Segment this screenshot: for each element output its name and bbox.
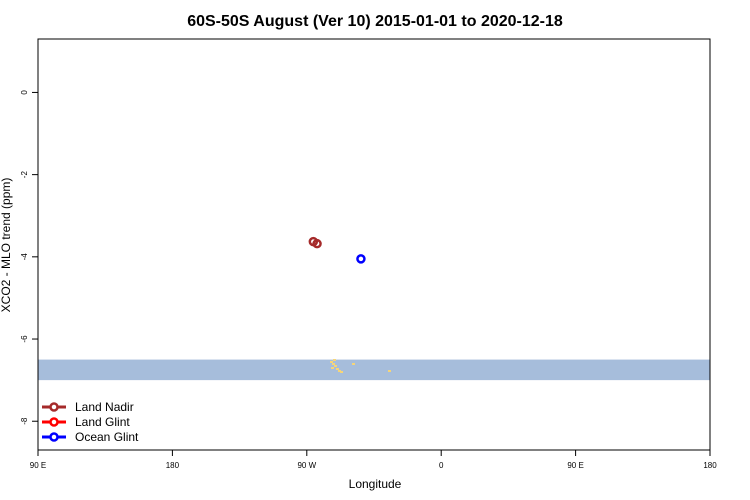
land-speck [338, 370, 341, 372]
ocean-band [38, 359, 710, 381]
land-speck [340, 371, 343, 373]
chart-title: 60S-50S August (Ver 10) 2015-01-01 to 20… [187, 13, 563, 30]
y-axis: 0 -2 -4 -6 -8 [20, 90, 38, 425]
land-speck [333, 359, 336, 361]
x-tick-label: 90 E [30, 461, 46, 470]
land-speck [336, 368, 339, 370]
x-axis: 90 E 180 90 W 0 90 E 180 [30, 450, 717, 470]
land-speck [330, 361, 333, 363]
land-speck [331, 367, 334, 369]
y-axis-label: XCO2 - MLO trend (ppm) [0, 178, 13, 313]
plot-frame [37, 38, 711, 451]
x-axis-label: Longitude [349, 477, 402, 491]
x-tick-label: 90 E [567, 461, 583, 470]
legend-label: Ocean Glint [75, 430, 139, 444]
data-points [308, 236, 366, 264]
x-tick-label: 90 W [297, 461, 316, 470]
legend-marker [49, 402, 59, 412]
legend-label: Land Nadir [75, 400, 134, 414]
y-tick-label: -2 [20, 171, 29, 179]
land-speck [332, 363, 335, 365]
map-band [38, 359, 710, 381]
legend-label: Land Glint [75, 415, 130, 429]
legend-marker [49, 432, 59, 442]
x-tick-label: 180 [166, 461, 180, 470]
x-tick-label: 0 [439, 461, 444, 470]
y-tick-label: -4 [20, 253, 29, 261]
x-tick-label: 180 [703, 461, 717, 470]
data-point [356, 254, 366, 264]
y-tick-label: -6 [20, 335, 29, 343]
y-tick-label: -8 [20, 417, 29, 425]
land-speck [352, 363, 355, 365]
y-tick-label: 0 [20, 90, 29, 95]
legend-marker [49, 417, 59, 427]
data-point [312, 238, 322, 249]
land-speck [334, 365, 337, 367]
land-speck [388, 370, 391, 372]
